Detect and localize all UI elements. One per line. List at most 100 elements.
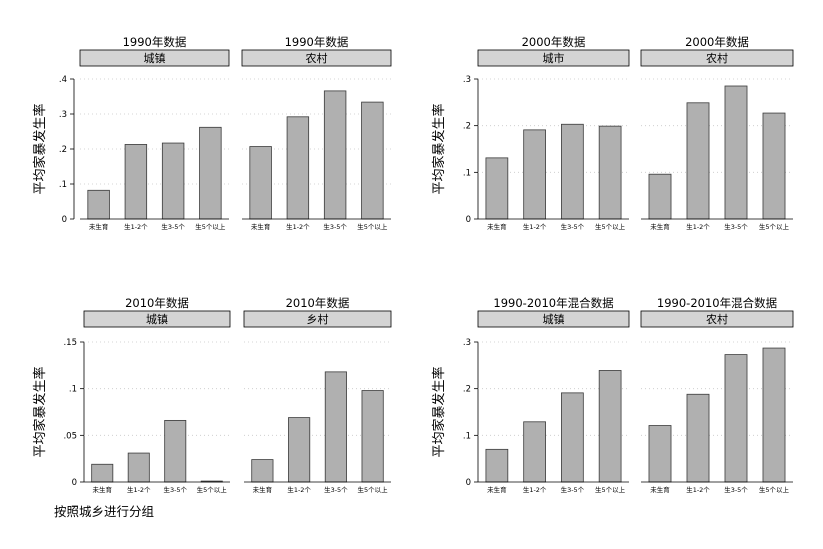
bar-2	[686, 102, 710, 220]
x-tick-label: 未生育	[650, 485, 670, 494]
y-axis-label: 平均家暴发生率	[32, 103, 48, 194]
bar-2	[686, 393, 710, 483]
x-tick-label: 生5个以上	[357, 222, 388, 231]
x-tick-label: 生3-5个	[323, 222, 347, 231]
y-tick-label: 0	[466, 478, 471, 488]
x-tick-label: 未生育	[650, 222, 670, 231]
x-tick-label: 生3-5个	[161, 222, 185, 231]
y-tick-label: .1	[463, 168, 471, 178]
x-tick-label: 生1-2个	[124, 222, 148, 231]
bar-1	[485, 448, 509, 483]
bar-3	[164, 419, 187, 483]
panel-title: 2010年数据	[125, 296, 189, 310]
y-tick-label: .2	[463, 385, 471, 395]
bar-4	[361, 390, 384, 483]
x-tick-label: 生3-5个	[324, 485, 348, 494]
bar-3	[561, 392, 584, 483]
panel-title: 2000年数据	[522, 35, 586, 49]
x-tick-label: 生5个以上	[197, 485, 228, 494]
x-tick-label: 生1-2个	[523, 222, 547, 231]
y-tick-label: 0	[62, 215, 67, 225]
bar-3	[324, 371, 347, 483]
y-tick-label: .2	[59, 145, 67, 155]
bar-2	[124, 144, 148, 220]
grouping-note: 按照城乡进行分组	[54, 504, 155, 519]
x-tick-label: 未生育	[93, 485, 113, 494]
bar-4	[361, 101, 384, 220]
panel-strip	[241, 49, 392, 67]
x-tick-label: 生1-2个	[686, 222, 710, 231]
y-tick-label: .4	[59, 75, 67, 85]
panel-strip-label: 城镇	[144, 51, 166, 65]
panel-strip-label: 城市	[543, 51, 565, 65]
bar-1	[648, 425, 672, 483]
panel-title: 1990-2010年混合数据	[493, 296, 614, 310]
bar-2	[127, 452, 150, 483]
panel-title: 2010年数据	[286, 296, 350, 310]
panel-title: 2000年数据	[685, 35, 749, 49]
bar-1	[249, 146, 272, 220]
bar-4	[598, 370, 622, 483]
x-tick-label: 未生育	[487, 485, 507, 494]
x-tick-label: 生3-5个	[561, 485, 585, 494]
panel-strip	[477, 49, 630, 67]
y-tick-label: .2	[463, 122, 471, 132]
x-tick-label: 生1-2个	[287, 485, 311, 494]
bar-3	[561, 123, 584, 220]
bar-4	[598, 125, 622, 220]
bar-1	[648, 173, 672, 220]
panel-strip-label: 农村	[706, 312, 728, 326]
bar-1	[91, 463, 114, 483]
bar-1	[251, 459, 274, 483]
x-tick-label: 生3-5个	[724, 485, 748, 494]
x-tick-label: 生5个以上	[358, 485, 389, 494]
y-tick-label: .05	[63, 431, 77, 441]
x-tick-label: 生1-2个	[286, 222, 310, 231]
x-tick-label: 生5个以上	[759, 485, 790, 494]
bar-2	[523, 421, 546, 483]
x-tick-label: 生1-2个	[686, 485, 710, 494]
bar-3	[323, 90, 347, 220]
bar-1	[485, 157, 509, 220]
panel-strip-label: 城镇	[146, 312, 168, 326]
panel-strip	[477, 310, 630, 328]
x-tick-label: 生3-5个	[724, 222, 748, 231]
y-axis-label: 平均家暴发生率	[431, 366, 447, 457]
panel-title: 1990年数据	[123, 35, 187, 49]
x-tick-label: 未生育	[253, 485, 273, 494]
y-axis-label: 平均家暴发生率	[431, 103, 447, 194]
y-tick-label: 0	[466, 215, 471, 225]
bar-3	[724, 354, 748, 483]
panel-title: 1990-2010年混合数据	[657, 296, 778, 310]
panel-strip-label: 乡村	[307, 312, 329, 326]
x-tick-label: 生5个以上	[595, 222, 626, 231]
panel-strip	[243, 310, 392, 328]
x-tick-label: 生5个以上	[759, 222, 790, 231]
y-tick-label: .1	[463, 431, 471, 441]
y-tick-label: .3	[463, 75, 471, 85]
x-tick-label: 生5个以上	[195, 222, 226, 231]
bar-4	[762, 112, 786, 220]
y-tick-label: .1	[59, 180, 67, 190]
bar-2	[288, 417, 311, 483]
y-tick-label: .1	[69, 385, 77, 395]
y-tick-label: .3	[59, 110, 67, 120]
panel-strip	[640, 49, 794, 67]
y-tick-label: .3	[463, 338, 471, 348]
x-tick-label: 未生育	[251, 222, 271, 231]
bar-1	[87, 189, 110, 220]
bar-4	[762, 347, 786, 483]
x-tick-label: 生5个以上	[595, 485, 626, 494]
x-tick-label: 生3-5个	[163, 485, 187, 494]
x-tick-label: 未生育	[487, 222, 507, 231]
panel-strip-label: 农村	[306, 51, 328, 65]
